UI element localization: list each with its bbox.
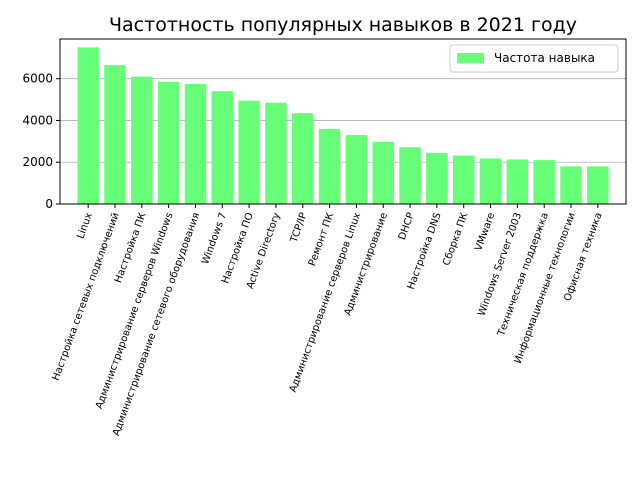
bar-16 xyxy=(506,159,529,204)
y-tick-label-2: 4000 xyxy=(22,113,53,127)
plot-frame xyxy=(59,38,627,205)
bar-2 xyxy=(131,76,153,204)
chart-title: Частотность популярных навыков в 2021 го… xyxy=(109,14,577,36)
y-tick-label-0: 0 xyxy=(45,197,53,211)
bar-0 xyxy=(77,47,99,204)
bar-8 xyxy=(292,113,314,204)
y-axis: 0 2000 4000 6000 xyxy=(22,72,60,211)
bar-13 xyxy=(426,152,448,204)
x-tick-label-17: Техническая поддержка xyxy=(496,211,551,338)
legend-label: Частота навыка xyxy=(494,51,595,65)
bar-1 xyxy=(104,65,126,204)
bar-19 xyxy=(587,166,609,204)
x-tick-label-8: TCP/IP xyxy=(288,211,309,245)
bar-7 xyxy=(265,102,287,204)
bar-17 xyxy=(533,160,555,204)
y-tick-label-1: 2000 xyxy=(22,155,53,169)
bar-15 xyxy=(479,158,502,204)
y-tick-label-3: 6000 xyxy=(22,72,53,86)
x-tick-label-15: VMware xyxy=(473,211,497,252)
bar-9 xyxy=(318,128,341,204)
x-tick-label-12: DHCP xyxy=(397,211,417,241)
bar-5 xyxy=(211,91,234,204)
x-tick-label-9: Ремонт ПК xyxy=(307,211,336,267)
legend-swatch xyxy=(457,53,484,63)
bar-3 xyxy=(157,81,180,204)
x-tick-label-5: Windows 7 xyxy=(200,211,229,266)
bar-11 xyxy=(372,141,394,204)
bars xyxy=(77,47,609,204)
x-tick-label-14: Сборка ПК xyxy=(441,211,470,267)
legend: Частота навыка xyxy=(449,44,619,73)
bar-14 xyxy=(452,155,475,204)
legend-box xyxy=(449,44,619,73)
bar-4 xyxy=(184,83,207,204)
bar-10 xyxy=(345,135,368,204)
bar-18 xyxy=(560,166,582,204)
x-tick-label-0: Linux xyxy=(75,211,95,240)
bar-6 xyxy=(238,100,260,204)
bar-12 xyxy=(399,147,421,204)
